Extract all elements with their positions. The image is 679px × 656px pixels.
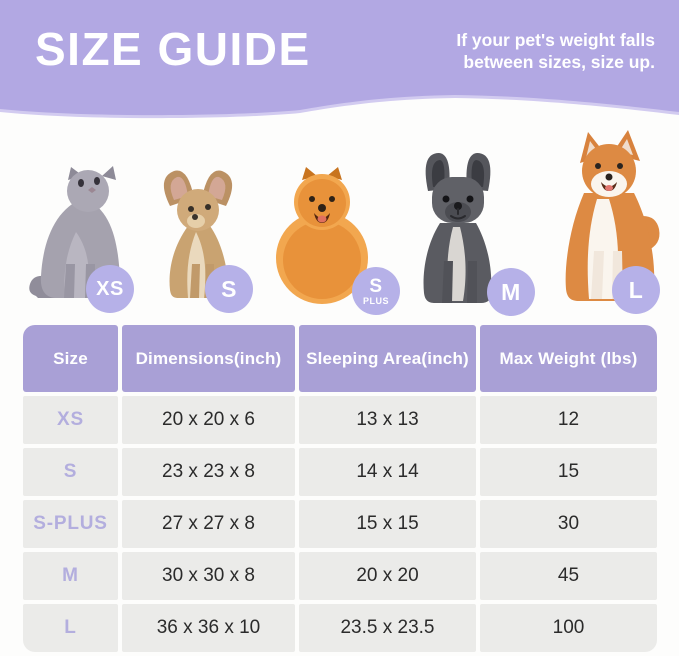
row-xs-dimensions: 20 x 20 x 6 bbox=[122, 396, 295, 444]
size-badge-s-plus-sublabel: PLUS bbox=[362, 295, 389, 306]
row-s-plus-size: S-PLUS bbox=[23, 500, 118, 548]
column-header-sleeping-area: Sleeping Area(inch) bbox=[299, 325, 476, 392]
page-title: SIZE GUIDE bbox=[35, 23, 311, 75]
row-s-sleeping-area: 14 x 14 bbox=[299, 448, 476, 496]
header-wave-decoration bbox=[0, 91, 679, 119]
size-badge-s-plus: S PLUS bbox=[352, 267, 400, 315]
row-xs-max-weight: 12 bbox=[480, 396, 657, 444]
row-m-sleeping-area: 20 x 20 bbox=[299, 552, 476, 600]
size-badge-s-label: S bbox=[221, 275, 237, 302]
size-badge-l-label: L bbox=[628, 276, 644, 303]
row-xs-sleeping-area: 13 x 13 bbox=[299, 396, 476, 444]
size-badge-s: S bbox=[205, 265, 253, 313]
pet-photo-french-bulldog bbox=[408, 149, 508, 305]
row-s-max-weight: 15 bbox=[480, 448, 657, 496]
row-s-plus-sleeping-area: 15 x 15 bbox=[299, 500, 476, 548]
size-badge-s-plus-label: S bbox=[369, 275, 383, 297]
row-l-dimensions: 36 x 36 x 10 bbox=[122, 604, 295, 652]
row-l-sleeping-area: 23.5 x 23.5 bbox=[299, 604, 476, 652]
column-header-max-weight: Max Weight (lbs) bbox=[480, 325, 657, 392]
pomeranian-illustration bbox=[276, 167, 368, 304]
size-badge-xs-label: XS bbox=[96, 278, 124, 300]
size-table: Size Dimensions(inch) Sleeping Area(inch… bbox=[23, 325, 657, 652]
size-badge-m-label: M bbox=[501, 278, 521, 305]
pet-photo-pomeranian bbox=[272, 162, 372, 304]
size-badge-l: L bbox=[612, 266, 660, 314]
row-s-plus-max-weight: 30 bbox=[480, 500, 657, 548]
row-s-plus-dimensions: 27 x 27 x 8 bbox=[122, 500, 295, 548]
row-xs-size: XS bbox=[23, 396, 118, 444]
size-badge-xs: XS bbox=[86, 265, 134, 313]
row-l-max-weight: 100 bbox=[480, 604, 657, 652]
column-header-size: Size bbox=[23, 325, 118, 392]
size-badge-m: M bbox=[487, 268, 535, 316]
french-bulldog-illustration bbox=[423, 153, 492, 303]
row-m-size: M bbox=[23, 552, 118, 600]
header-banner bbox=[0, 0, 679, 92]
row-s-size: S bbox=[23, 448, 118, 496]
row-s-dimensions: 23 x 23 x 8 bbox=[122, 448, 295, 496]
header-note-line2: between sizes, size up. bbox=[463, 52, 655, 72]
row-m-dimensions: 30 x 30 x 8 bbox=[122, 552, 295, 600]
row-m-max-weight: 45 bbox=[480, 552, 657, 600]
column-header-dimensions: Dimensions(inch) bbox=[122, 325, 295, 392]
header-note: If your pet's weight falls between sizes… bbox=[456, 29, 655, 73]
row-l-size: L bbox=[23, 604, 118, 652]
header-note-line1: If your pet's weight falls bbox=[456, 30, 655, 50]
